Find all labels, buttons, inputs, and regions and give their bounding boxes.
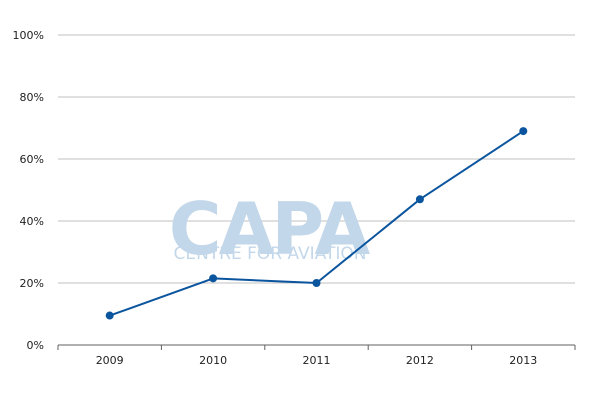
x-tick-label: 2011	[303, 354, 331, 367]
x-tick-label: 2013	[509, 354, 537, 367]
y-tick-label: 20%	[20, 277, 44, 290]
data-point	[519, 127, 528, 136]
data-point	[312, 279, 321, 287]
x-axis-tick-labels: 2009 2010 2011 2012 2013	[96, 354, 538, 367]
y-tick-label: 80%	[20, 91, 44, 104]
data-point	[209, 274, 218, 283]
x-tick-label: 2010	[199, 354, 227, 367]
x-tick-label: 2009	[96, 354, 124, 367]
y-tick-label: 0%	[27, 339, 44, 352]
data-point	[415, 195, 424, 204]
y-axis-tick-labels: 0% 20% 40% 60% 80% 100%	[13, 29, 44, 352]
watermark: CAPA CENTRE FOR AVIATION	[169, 187, 374, 271]
gridlines	[58, 34, 575, 284]
axes	[57, 344, 576, 350]
x-tick-label: 2012	[406, 354, 434, 367]
y-tick-label: 40%	[20, 215, 44, 228]
watermark-brand: CAPA	[169, 187, 371, 271]
watermark-tagline: CENTRE FOR AVIATION	[173, 244, 366, 264]
data-point	[105, 311, 114, 320]
y-tick-label: 100%	[13, 29, 44, 42]
y-tick-label: 60%	[20, 153, 44, 166]
series	[105, 127, 528, 320]
